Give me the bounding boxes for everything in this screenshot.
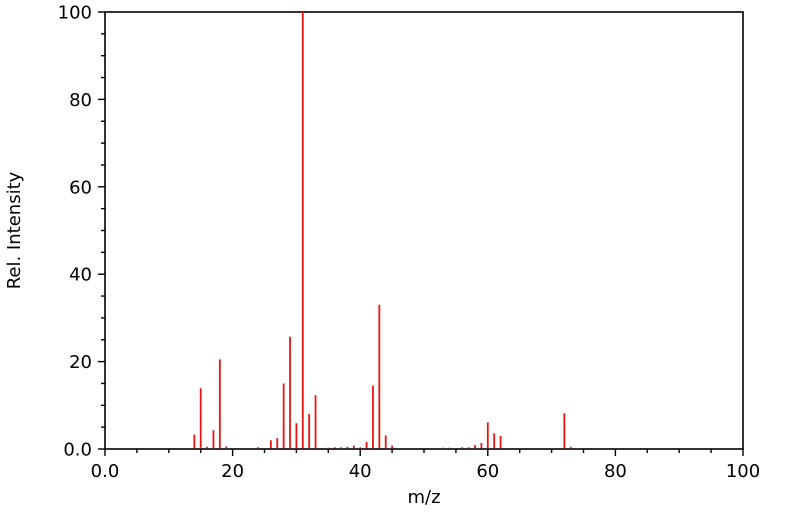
x-tick-label: 0.0 — [91, 461, 120, 482]
x-axis-label: m/z — [407, 487, 440, 508]
x-tick-label: 80 — [604, 461, 627, 482]
y-tick-label: 20 — [69, 352, 92, 373]
y-tick-label: 100 — [58, 3, 92, 24]
x-tick-label: 100 — [726, 461, 760, 482]
x-tick-label: 40 — [349, 461, 372, 482]
y-tick-label: 60 — [69, 177, 92, 198]
axis-tick-labels: 0.0 20 40 60 80 100 0.0 20 40 60 80 100 — [58, 3, 761, 483]
y-tick-label: 40 — [69, 265, 92, 286]
axis-ticks — [98, 11, 744, 456]
x-tick-label: 20 — [221, 461, 244, 482]
y-tick-label: 0.0 — [63, 440, 92, 461]
y-axis-label: Rel. Intensity — [4, 171, 25, 289]
plot-frame — [104, 11, 744, 450]
spectrum-peaks — [193, 12, 572, 449]
y-tick-label: 80 — [69, 90, 92, 111]
x-tick-label: 60 — [476, 461, 499, 482]
